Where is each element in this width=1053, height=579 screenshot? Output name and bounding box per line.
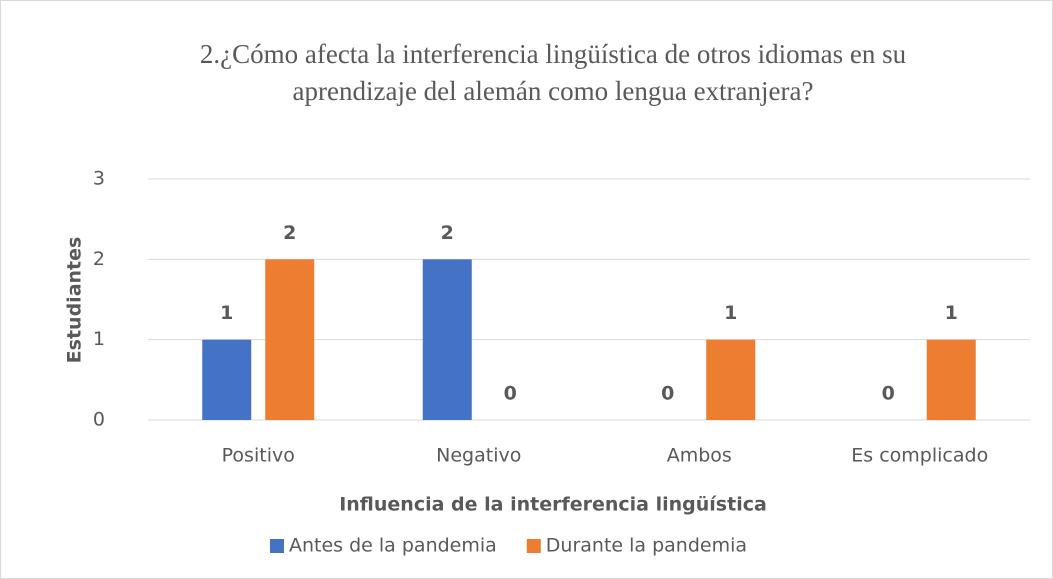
data-label: 2 <box>283 222 296 244</box>
chart-title: 2.¿Cómo afecta la interferencia lingüíst… <box>199 39 907 106</box>
x-tick-label: Negativo <box>436 445 521 467</box>
x-tick-label: Es complicado <box>851 445 988 467</box>
bar <box>706 339 756 420</box>
bar <box>265 259 315 420</box>
y-tick-label: 1 <box>93 328 105 350</box>
bar <box>926 339 976 420</box>
data-label: 1 <box>945 302 958 324</box>
legend-label: Durante la pandemia <box>546 535 747 557</box>
data-label: 2 <box>441 222 454 244</box>
x-tick-label: Positivo <box>222 445 295 467</box>
legend-label: Antes de la pandemia <box>289 535 497 557</box>
y-tick-label: 0 <box>93 409 105 431</box>
data-label: 0 <box>661 383 674 405</box>
y-tick-label: 2 <box>93 248 105 270</box>
bar <box>202 339 252 420</box>
x-axis-title: Influencia de la interferencia lingüísti… <box>339 494 767 516</box>
legend-swatch <box>526 539 541 553</box>
bar <box>422 259 472 420</box>
y-tick-label: 3 <box>93 168 105 190</box>
x-tick-label: Ambos <box>667 445 732 467</box>
data-label: 0 <box>504 383 517 405</box>
data-label: 1 <box>220 302 233 324</box>
y-axis-title: Estudiantes <box>64 237 86 364</box>
legend-swatch <box>270 539 284 553</box>
data-label: 0 <box>882 383 895 405</box>
data-label: 1 <box>724 302 737 324</box>
